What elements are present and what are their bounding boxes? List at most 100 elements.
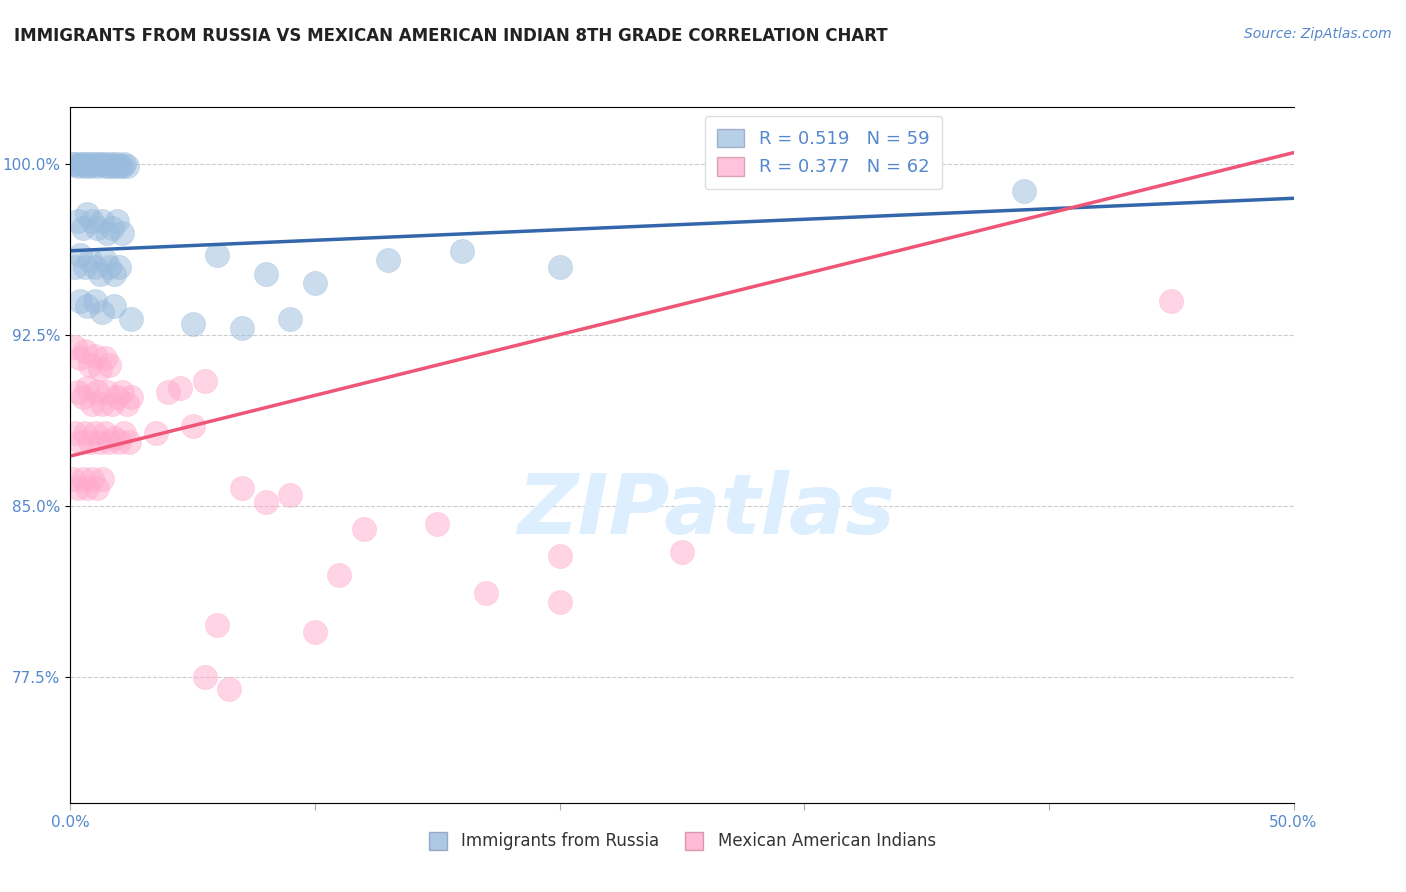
Point [671, 545, 693, 559]
Point [1014, 185, 1036, 199]
Point [103, 267, 125, 281]
Point [83, 426, 105, 441]
Point [108, 260, 131, 274]
Point [86, 385, 108, 400]
Point [91, 214, 114, 228]
Point [103, 298, 125, 312]
Point [280, 488, 302, 502]
Point [169, 381, 191, 395]
Point [103, 159, 125, 173]
Point [101, 221, 124, 235]
Point [205, 248, 228, 262]
Point [76, 157, 98, 171]
Point [82, 472, 104, 486]
Point [548, 549, 571, 564]
Point [79, 159, 101, 173]
Point [115, 396, 138, 410]
Point [63, 260, 86, 274]
Point [66, 159, 89, 173]
Point [79, 358, 101, 372]
Point [101, 396, 124, 410]
Point [91, 305, 114, 319]
Point [69, 293, 91, 308]
Point [103, 431, 125, 445]
Point [86, 221, 108, 235]
Point [66, 214, 89, 228]
Point [83, 349, 105, 363]
Point [83, 157, 105, 171]
Point [231, 481, 253, 495]
Point [72, 472, 94, 486]
Point [112, 157, 135, 171]
Point [548, 260, 571, 274]
Point [62, 157, 84, 171]
Point [72, 221, 94, 235]
Point [475, 586, 498, 600]
Point [69, 435, 91, 450]
Point [353, 522, 375, 536]
Point [377, 252, 399, 267]
Point [93, 252, 115, 267]
Point [108, 159, 131, 173]
Point [157, 385, 180, 400]
Point [93, 159, 115, 173]
Point [280, 312, 302, 326]
Point [89, 157, 111, 171]
Point [112, 426, 135, 441]
Point [108, 435, 131, 450]
Point [72, 157, 94, 171]
Point [98, 159, 121, 173]
Point [63, 426, 86, 441]
Point [205, 618, 228, 632]
Point [83, 260, 105, 274]
Point [194, 670, 217, 684]
Point [83, 293, 105, 308]
Point [304, 276, 326, 290]
Point [63, 157, 86, 171]
Point [79, 252, 101, 267]
Text: ZIPatlas: ZIPatlas [517, 470, 896, 551]
Point [105, 390, 128, 404]
Point [73, 426, 96, 441]
Point [181, 419, 204, 434]
Point [98, 358, 121, 372]
Point [82, 396, 104, 410]
Point [73, 344, 96, 359]
Point [69, 351, 91, 365]
Point [69, 157, 91, 171]
Point [76, 207, 98, 221]
Point [89, 435, 111, 450]
Point [72, 390, 94, 404]
Point [218, 681, 240, 696]
Point [93, 426, 115, 441]
Point [118, 435, 141, 450]
Point [121, 312, 143, 326]
Point [111, 226, 134, 240]
Point [63, 340, 86, 354]
Point [91, 157, 114, 171]
Point [76, 381, 98, 395]
Point [89, 267, 111, 281]
Point [231, 321, 253, 335]
Point [82, 214, 104, 228]
Point [121, 390, 143, 404]
Point [96, 226, 118, 240]
Point [66, 385, 89, 400]
Point [548, 595, 571, 609]
Point [66, 481, 89, 495]
Point [76, 298, 98, 312]
Point [86, 159, 108, 173]
Point [96, 157, 118, 171]
Legend: Immigrants from Russia, Mexican American Indians: Immigrants from Russia, Mexican American… [422, 826, 942, 857]
Point [62, 472, 84, 486]
Point [69, 248, 91, 262]
Point [254, 267, 277, 281]
Point [89, 362, 111, 376]
Point [73, 260, 96, 274]
Point [304, 624, 326, 639]
Point [101, 157, 124, 171]
Point [254, 494, 277, 508]
Point [111, 159, 134, 173]
Point [328, 567, 350, 582]
Point [145, 426, 167, 441]
